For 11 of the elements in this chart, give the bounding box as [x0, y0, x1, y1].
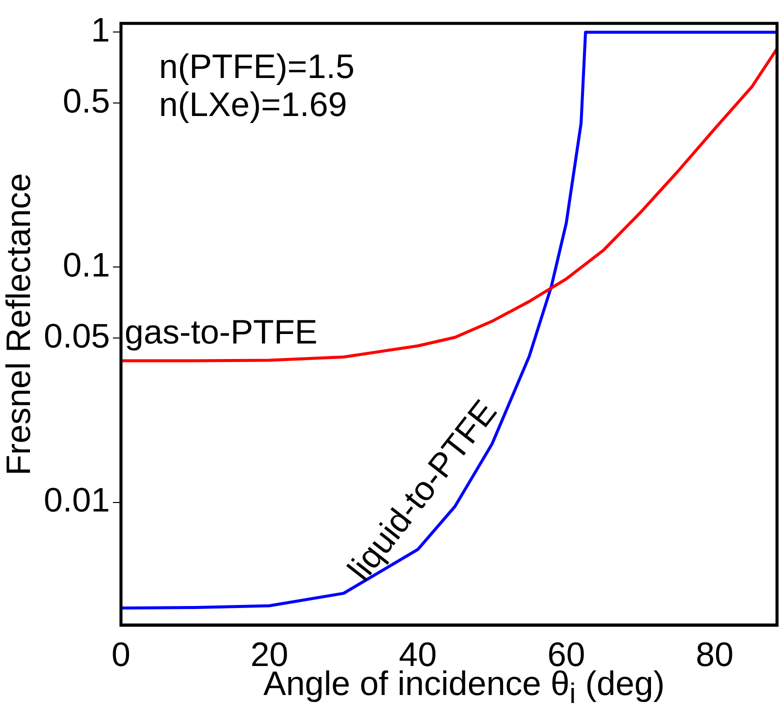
x-tick-label: 0 [112, 636, 130, 674]
y-axis-title: Fresnel Reflectance [0, 173, 38, 476]
y-tick-label: 0.01 [44, 482, 110, 520]
y-tick-label: 0.1 [62, 246, 110, 285]
y-tick-label: 1 [91, 12, 110, 50]
y-tick-label: 0.05 [44, 317, 110, 356]
annotation: n(LXe)=1.69 [158, 86, 348, 124]
y-tick-label: 0.5 [62, 82, 110, 120]
annotation: n(PTFE)=1.5 [158, 48, 355, 86]
series-label: gas-to-PTFE [124, 313, 318, 352]
x-tick-label: 80 [696, 636, 734, 674]
